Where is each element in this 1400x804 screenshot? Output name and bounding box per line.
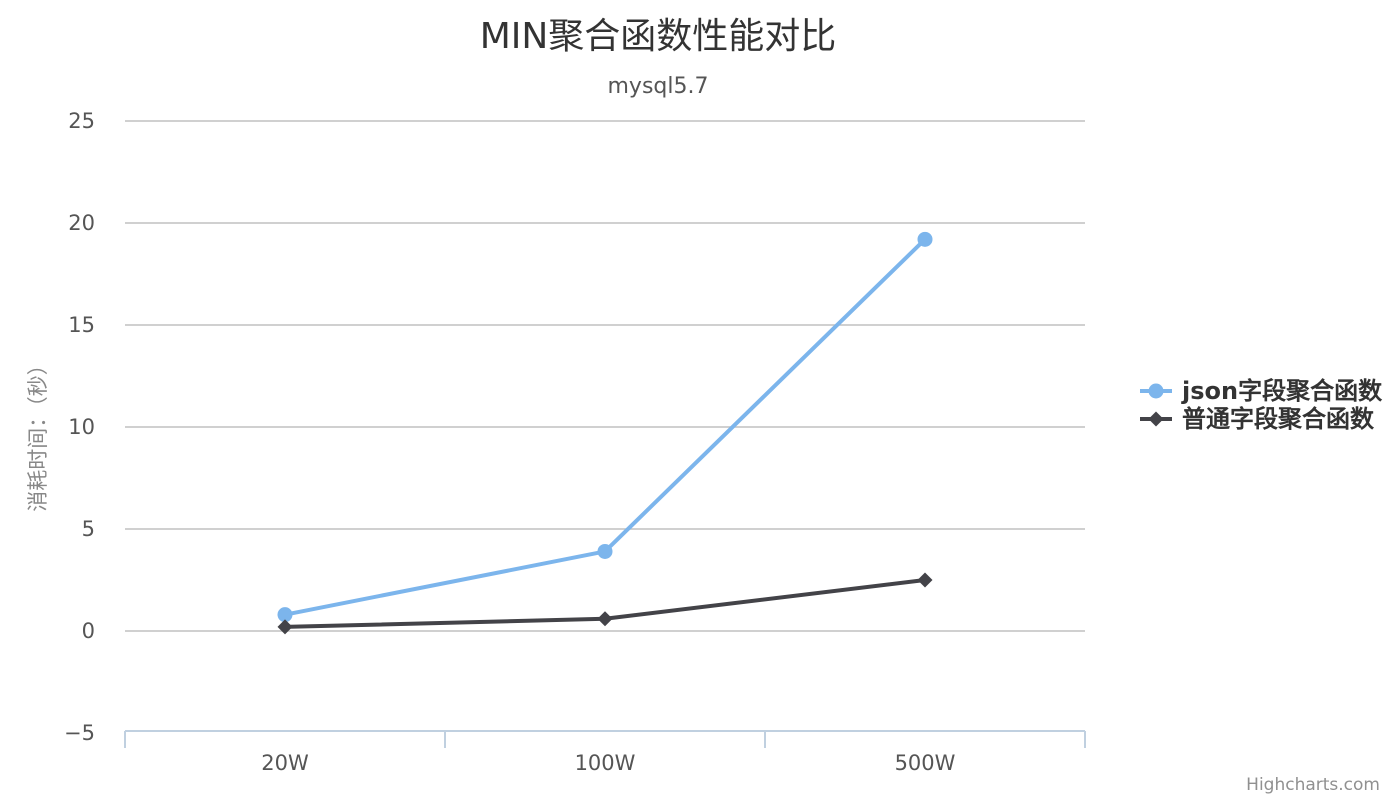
x-tick-label: 20W [261,751,309,775]
y-axis-ticks: 25 20 15 10 5 0 −5 [64,109,95,745]
legend-symbol-marker [1148,411,1164,427]
y-axis-title: 消耗时间：（秒） [26,354,50,512]
data-point [597,543,613,559]
x-axis: 20W 100W 500W [124,730,1086,775]
y-tick-label: 0 [82,619,95,643]
legend-label: json字段聚合函数 [1181,377,1383,405]
credits-link[interactable]: Highcharts.com [1246,775,1380,795]
data-point [917,572,933,588]
legend-item[interactable]: json字段聚合函数 [1140,377,1383,405]
legend-symbol-marker [1148,383,1164,399]
x-tick-label: 500W [895,751,956,775]
y-tick-label: 15 [68,313,95,337]
y-tick-label: 25 [68,109,95,133]
legend-item[interactable]: 普通字段聚合函数 [1140,405,1375,433]
data-point [597,611,613,627]
data-point [917,231,933,247]
series-1 [277,231,933,623]
y-tick-label: −5 [64,721,95,745]
data-point [277,607,293,623]
chart-subtitle: mysql5.7 [608,74,709,99]
chart-title: MIN聚合函数性能对比 [480,16,837,57]
data-point [277,619,293,635]
series-group [277,231,933,635]
series-2 [277,572,933,635]
y-tick-label: 10 [68,415,95,439]
y-tick-label: 5 [82,517,95,541]
legend-label: 普通字段聚合函数 [1182,405,1375,433]
y-tick-label: 20 [68,211,95,235]
x-tick-label: 100W [575,751,636,775]
